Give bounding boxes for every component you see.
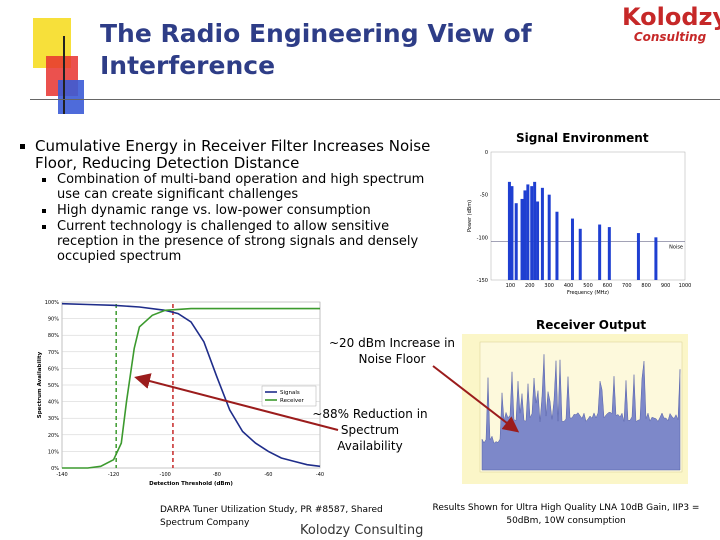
signal-bar (530, 186, 534, 280)
sub-bullet-text: Combination of multi-band operation and … (57, 172, 425, 202)
x-tick-label: 1000 (679, 283, 692, 289)
signal-bar (520, 198, 524, 280)
x-tick-label: 800 (641, 283, 651, 289)
sub-bullet: Current technology is challenged to allo… (42, 219, 432, 264)
series-line-signals (61, 302, 321, 468)
x-tick-label: -100 (160, 472, 171, 478)
sub-bullet-text: High dynamic range vs. low-power consump… (57, 203, 371, 218)
y-tick-label: 80% (48, 333, 59, 339)
legend-label: Signals (280, 390, 300, 396)
bullet-marker (20, 144, 25, 149)
receiver-output-chart (462, 334, 688, 484)
x-tick-label: 900 (661, 283, 671, 289)
y-tick-label: 70% (48, 350, 59, 356)
y-tick-label: 30% (48, 416, 59, 422)
bullet-marker (42, 178, 46, 182)
decor-blue-square (58, 80, 84, 114)
x-tick-label: 700 (622, 283, 632, 289)
signal-bar (578, 228, 582, 280)
noise-floor-annotation: ~20 dBm Increase in Noise Floor (328, 336, 456, 366)
signal-bar (654, 237, 658, 280)
signal-bar (607, 227, 611, 280)
signal-bar (526, 184, 530, 280)
y-tick-label: 0% (51, 466, 59, 472)
x-tick-label: -60 (264, 472, 272, 478)
footer-company: Kolodzy Consulting (300, 523, 424, 538)
x-tick-label: 400 (564, 283, 574, 289)
receiver-output-title: Receiver Output (536, 318, 647, 332)
signal-bar (536, 201, 540, 280)
spectrum-reduction-annotation: ~88% Reduction in Spectrum Availability (312, 407, 428, 453)
spectrum-availability-chart: 0% 10% 20% 30% 40% 50% 60% 70% 80% 90% 100% -140 -12… (37, 300, 324, 487)
y-axis-label: Power (dBm) (467, 200, 473, 232)
company-logo: Kolodzy Consulting (622, 3, 720, 48)
y-tick-label: 0 (485, 150, 488, 156)
y-tick-label: 40% (48, 400, 59, 406)
y-tick-label: 100% (45, 300, 60, 306)
bullet-marker (42, 209, 46, 213)
y-tick-label: 50% (48, 383, 59, 389)
x-tick-label: -120 (108, 472, 119, 478)
y-tick-label: 20% (48, 433, 59, 439)
y-tick-label: -150 (477, 278, 488, 284)
x-tick-label: -40 (316, 472, 324, 478)
sub-bullet: High dynamic range vs. low-power consump… (42, 203, 432, 218)
signal-bar (570, 218, 574, 280)
x-axis-label: Detection Threshold (dBm) (149, 481, 233, 487)
y-axis-label: Spectrum Availability (37, 351, 43, 418)
series-line-receiver (62, 307, 320, 469)
sub-bullet-text: Current technology is challenged to allo… (57, 219, 419, 264)
signal-bar (555, 211, 559, 280)
legend-label: Receiver (280, 398, 305, 404)
noise-label: Noise (669, 245, 683, 251)
y-tick-label: 90% (48, 317, 59, 323)
signal-bar (533, 181, 537, 280)
signal-bar (636, 233, 640, 280)
sub-bullet: Combination of multi-band operation and … (42, 172, 432, 202)
results-note: Results Shown for Ultra High Quality LNA… (432, 503, 700, 526)
x-tick-label: -140 (56, 472, 67, 478)
main-bullet-text: Cumulative Energy in Receiver Filter Inc… (35, 137, 431, 172)
signal-environment-title: Signal Environment (516, 131, 649, 145)
x-tick-label: 500 (583, 283, 593, 289)
main-bullet: Cumulative Energy in Receiver Filter Inc… (20, 138, 440, 172)
x-tick-label: -80 (213, 472, 221, 478)
bullet-marker (42, 225, 46, 229)
y-tick-label: -50 (480, 193, 488, 199)
title-divider (30, 99, 720, 100)
signal-bar (598, 224, 602, 280)
logo-sub-text: Consulting (633, 30, 707, 44)
y-tick-label: 60% (48, 366, 59, 372)
citation-text: DARPA Tuner Utilization Study, PR #8587,… (160, 505, 383, 528)
x-tick-label: 100 (506, 283, 516, 289)
signal-bar (510, 186, 514, 280)
signal-bar (540, 187, 544, 280)
y-tick-label: -100 (477, 235, 488, 241)
decor-vertical-line (63, 36, 65, 114)
slide-title: The Radio Engineering View of Interferen… (100, 19, 532, 80)
signal-bar (507, 181, 511, 280)
signal-environment-chart: 0 -50 -100 -150 100 200 300 400 500 600 700 800 900 1… (467, 150, 692, 296)
x-tick-label: 200 (525, 283, 535, 289)
signal-bar (547, 194, 551, 280)
y-tick-label: 10% (48, 449, 59, 455)
x-tick-label: 600 (603, 283, 613, 289)
signal-bar (523, 190, 527, 280)
x-axis-label: Frequency (MHz) (567, 290, 609, 296)
signal-bar (514, 203, 518, 280)
x-tick-label: 300 (544, 283, 554, 289)
logo-main-text: Kolodzy (622, 3, 720, 31)
